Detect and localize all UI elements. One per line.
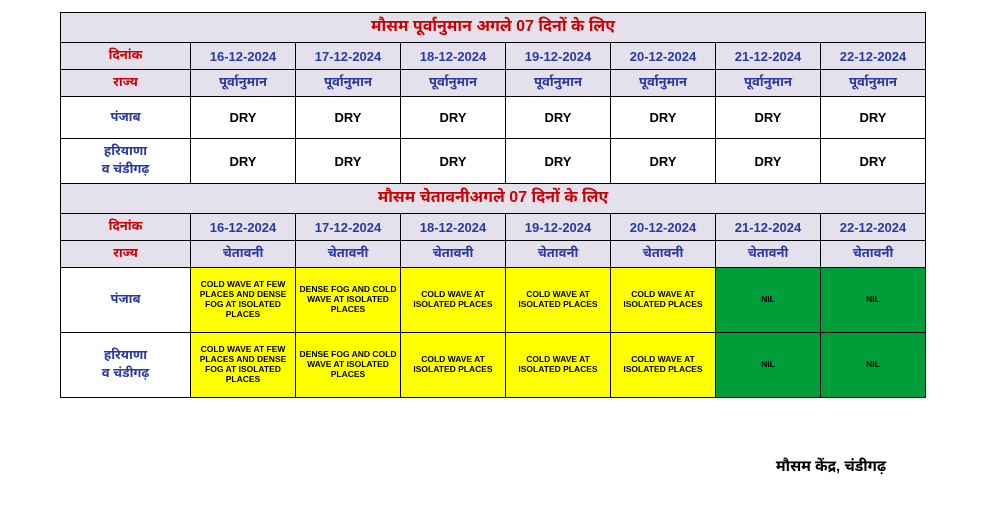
warning-value: COLD WAVE AT ISOLATED PLACES (611, 333, 716, 398)
forecast-date: 18-12-2024 (401, 43, 506, 70)
warning-date: 16-12-2024 (191, 214, 296, 241)
forecast-title: मौसम पूर्वानुमान अगले 07 दिनों के लिए (61, 13, 926, 43)
forecast-value: DRY (296, 97, 401, 139)
warning-sub-row: राज्य चेतावनी चेतावनी चेतावनी चेतावनी चे… (61, 241, 926, 268)
forecast-value: DRY (191, 139, 296, 184)
warning-value: COLD WAVE AT ISOLATED PLACES (506, 268, 611, 333)
forecast-date: 20-12-2024 (611, 43, 716, 70)
weather-table: मौसम पूर्वानुमान अगले 07 दिनों के लिए दि… (60, 12, 926, 398)
forecast-value: DRY (716, 97, 821, 139)
forecast-date: 16-12-2024 (191, 43, 296, 70)
warning-value: NIL (821, 333, 926, 398)
forecast-sub: पूर्वानुमान (401, 70, 506, 97)
forecast-value: DRY (401, 139, 506, 184)
forecast-sub: पूर्वानुमान (191, 70, 296, 97)
forecast-row: पंजाब DRY DRY DRY DRY DRY DRY DRY (61, 97, 926, 139)
forecast-value: DRY (191, 97, 296, 139)
forecast-sub: पूर्वानुमान (296, 70, 401, 97)
warning-title: मौसम चेतावनीअगले 07 दिनों के लिए (61, 184, 926, 214)
warning-sub: चेतावनी (296, 241, 401, 268)
forecast-sub-row: राज्य पूर्वानुमान पूर्वानुमान पूर्वानुमा… (61, 70, 926, 97)
forecast-value: DRY (611, 97, 716, 139)
forecast-value: DRY (401, 97, 506, 139)
warning-value: COLD WAVE AT ISOLATED PLACES (401, 268, 506, 333)
forecast-sub: पूर्वानुमान (821, 70, 926, 97)
warning-date: 17-12-2024 (296, 214, 401, 241)
warning-date: 22-12-2024 (821, 214, 926, 241)
warning-sub: चेतावनी (821, 241, 926, 268)
forecast-sub: पूर्वानुमान (716, 70, 821, 97)
forecast-dates-row: दिनांक 16-12-2024 17-12-2024 18-12-2024 … (61, 43, 926, 70)
warning-value: DENSE FOG AND COLD WAVE AT ISOLATED PLAC… (296, 268, 401, 333)
warning-date: 21-12-2024 (716, 214, 821, 241)
footer-text: मौसम केंद्र, चंडीगढ़ (60, 458, 926, 478)
warning-value: COLD WAVE AT FEW PLACES AND DENSE FOG AT… (191, 333, 296, 398)
warning-row: पंजाब COLD WAVE AT FEW PLACES AND DENSE … (61, 268, 926, 333)
warning-sub: चेतावनी (506, 241, 611, 268)
forecast-state-label: राज्य (61, 70, 191, 97)
forecast-value: DRY (296, 139, 401, 184)
forecast-value: DRY (506, 97, 611, 139)
forecast-date: 17-12-2024 (296, 43, 401, 70)
warning-value: DENSE FOG AND COLD WAVE AT ISOLATED PLAC… (296, 333, 401, 398)
forecast-value: DRY (611, 139, 716, 184)
warning-value: NIL (821, 268, 926, 333)
warning-sub: चेतावनी (191, 241, 296, 268)
warning-value: NIL (716, 333, 821, 398)
warning-sub: चेतावनी (401, 241, 506, 268)
warning-title-row: मौसम चेतावनीअगले 07 दिनों के लिए (61, 184, 926, 214)
warning-date: 20-12-2024 (611, 214, 716, 241)
warning-date: 19-12-2024 (506, 214, 611, 241)
forecast-value: DRY (821, 139, 926, 184)
forecast-value: DRY (716, 139, 821, 184)
forecast-sub: पूर्वानुमान (611, 70, 716, 97)
warning-state-label: राज्य (61, 241, 191, 268)
forecast-sub: पूर्वानुमान (506, 70, 611, 97)
state-name: पंजाब (61, 268, 191, 333)
warning-date: 18-12-2024 (401, 214, 506, 241)
warning-sub: चेतावनी (611, 241, 716, 268)
forecast-date: 22-12-2024 (821, 43, 926, 70)
warning-value: COLD WAVE AT ISOLATED PLACES (611, 268, 716, 333)
warning-value: COLD WAVE AT FEW PLACES AND DENSE FOG AT… (191, 268, 296, 333)
warning-row: हरियाणाव चंडीगढ़ COLD WAVE AT FEW PLACES… (61, 333, 926, 398)
state-name: हरियाणाव चंडीगढ़ (61, 139, 191, 184)
forecast-value: DRY (821, 97, 926, 139)
forecast-value: DRY (506, 139, 611, 184)
warning-date-label: दिनांक (61, 214, 191, 241)
forecast-date: 21-12-2024 (716, 43, 821, 70)
state-name: हरियाणाव चंडीगढ़ (61, 333, 191, 398)
forecast-row: हरियाणाव चंडीगढ़ DRY DRY DRY DRY DRY DRY… (61, 139, 926, 184)
forecast-date-label: दिनांक (61, 43, 191, 70)
state-name: पंजाब (61, 97, 191, 139)
warning-value: COLD WAVE AT ISOLATED PLACES (401, 333, 506, 398)
warning-value: COLD WAVE AT ISOLATED PLACES (506, 333, 611, 398)
forecast-title-row: मौसम पूर्वानुमान अगले 07 दिनों के लिए (61, 13, 926, 43)
warning-value: NIL (716, 268, 821, 333)
warning-sub: चेतावनी (716, 241, 821, 268)
warning-dates-row: दिनांक 16-12-2024 17-12-2024 18-12-2024 … (61, 214, 926, 241)
forecast-date: 19-12-2024 (506, 43, 611, 70)
